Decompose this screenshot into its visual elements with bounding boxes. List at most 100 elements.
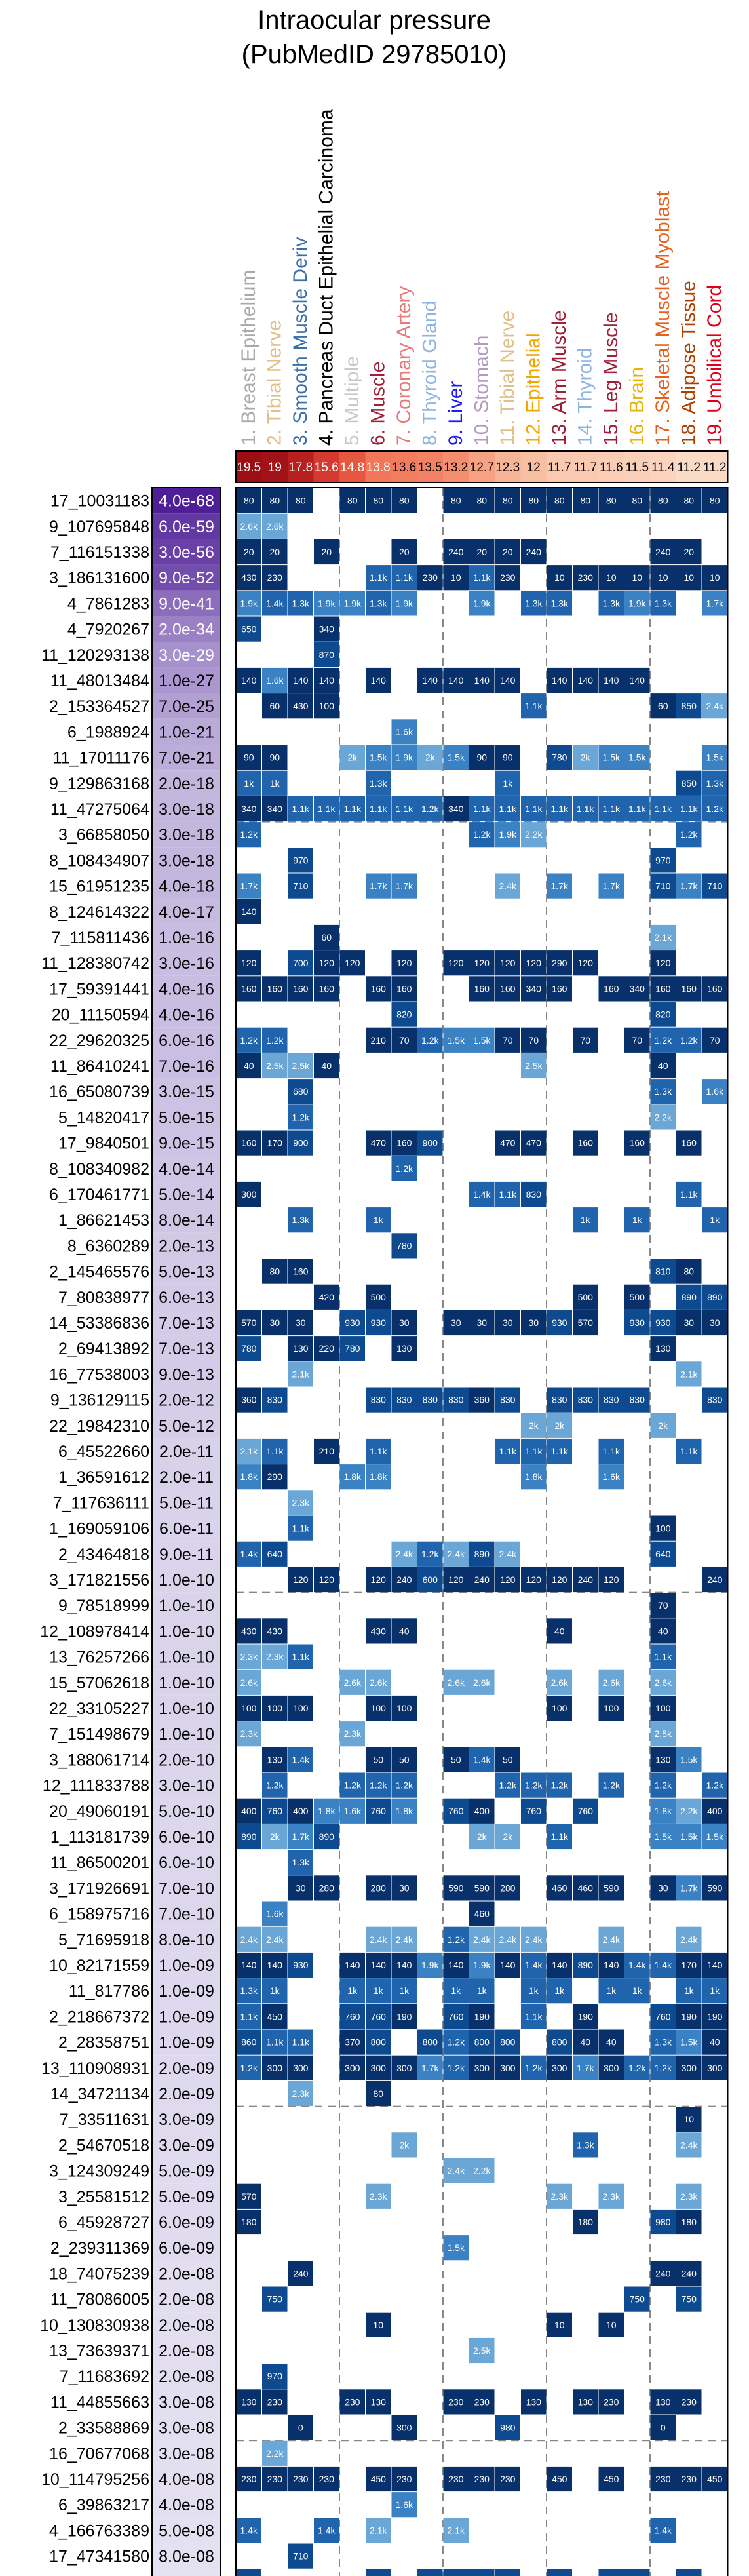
- heatmap-cell-label: 160: [578, 1138, 594, 1148]
- heatmap-cell-label: 2k: [425, 752, 436, 763]
- heatmap-cell: [236, 1926, 261, 1952]
- heatmap-cell-label: 50: [451, 1754, 461, 1765]
- heatmap-cell-label: 1.4k: [525, 1960, 543, 1970]
- heatmap-cell: [702, 488, 727, 513]
- heatmap-cell: [262, 2055, 288, 2080]
- heatmap-cell-label: 970: [293, 855, 309, 865]
- heatmap-cell: [366, 976, 391, 1002]
- heatmap-cell: [288, 1207, 313, 1233]
- heatmap-cell-label: 2.3k: [603, 2191, 621, 2202]
- heatmap-cell-label: 100: [552, 1703, 567, 1713]
- p-value-cell: [152, 693, 221, 719]
- p-value-cell: [152, 1515, 221, 1542]
- p-value-cell: [152, 1053, 221, 1079]
- heatmap-cell: [339, 2029, 365, 2055]
- heatmap-cell: [262, 693, 288, 719]
- heatmap-cell-label: 1.3k: [655, 2037, 672, 2048]
- heatmap-cell: [547, 1695, 572, 1721]
- snp-label: 2_54670518: [58, 2136, 149, 2155]
- heatmap-cell-label: 1k: [632, 1215, 643, 1225]
- heatmap-cell-label: 70: [710, 1035, 720, 1045]
- heatmap-cell-label: 40: [580, 2037, 590, 2048]
- heatmap-cell: [624, 565, 650, 591]
- heatmap-cell: [366, 2518, 391, 2543]
- score-cell: [469, 451, 495, 482]
- heatmap-cell: [236, 1310, 261, 1336]
- p-value-label: 2.0e-08: [159, 2316, 214, 2335]
- heatmap-cell-label: 100: [319, 701, 335, 711]
- heatmap-cell: [262, 1772, 288, 1798]
- heatmap-cell: [469, 1181, 495, 1207]
- heatmap-cell-label: 140: [293, 675, 309, 686]
- heatmap-cell-label: 1.9k: [499, 829, 517, 840]
- score-label: 13.8: [366, 461, 391, 475]
- heatmap-cell: [547, 1669, 572, 1695]
- heatmap-cell-label: 1.6k: [396, 726, 413, 737]
- p-value-label: 2.0e-11: [159, 1468, 214, 1487]
- heatmap-cell-label: 900: [293, 1138, 309, 1148]
- heatmap-cell-label: 2.6k: [266, 521, 284, 532]
- heatmap-cell: [443, 1027, 469, 1053]
- heatmap-cell: [469, 1027, 495, 1053]
- heatmap-cell: [314, 591, 339, 616]
- heatmap-cell: [391, 1772, 417, 1798]
- heatmap-cell-label: 710: [655, 881, 671, 891]
- heatmap-cell: [469, 1310, 495, 1336]
- heatmap-cell-label: 300: [682, 2063, 697, 2073]
- p-value-cell: [152, 1284, 221, 1310]
- heatmap-cell-label: 1.5k: [680, 1754, 698, 1765]
- heatmap-cell: [443, 2158, 469, 2183]
- score-cell: [313, 451, 339, 482]
- heatmap-cell: [702, 2466, 727, 2492]
- heatmap-cell-label: 590: [448, 1883, 464, 1893]
- heatmap-cell: [573, 2209, 598, 2235]
- heatmap-cell-label: 800: [474, 2037, 490, 2048]
- score-cell: [261, 451, 288, 482]
- column-label: 18. Adipose Tissue: [678, 281, 699, 446]
- heatmap-cell-label: 1k: [477, 1985, 488, 1996]
- heatmap-cell: [236, 539, 261, 565]
- heatmap-cell: [702, 1207, 727, 1233]
- heatmap-cell-label: 870: [319, 650, 335, 660]
- p-value-label: 4.0e-17: [159, 903, 214, 922]
- score-bar: 19.5 19 17.8 15.6 14.8 13.8 13.6 13.5 13.2 12.7 12…: [235, 450, 729, 483]
- heatmap-cell: [391, 1798, 417, 1824]
- heatmap-cell-label: 2.4k: [499, 881, 517, 891]
- heatmap-cell-label: 2.4k: [448, 2166, 465, 2176]
- heatmap-cell-label: 1.9k: [396, 752, 413, 763]
- heatmap-cell: [495, 1952, 520, 1978]
- heatmap-cell: [547, 1772, 572, 1798]
- heatmap-cell: [702, 1798, 727, 1824]
- heatmap-cell: [391, 539, 417, 565]
- score-label: 12.7: [470, 461, 494, 475]
- heatmap-cell-label: 80: [244, 496, 254, 506]
- heatmap-cell-label: 40: [606, 2037, 617, 2048]
- heatmap-cell-label: 2.4k: [499, 1549, 517, 1559]
- heatmap-cell: [676, 1130, 702, 1156]
- score-cell: [572, 451, 598, 482]
- heatmap-cell: [288, 1515, 313, 1541]
- heatmap-cell: [702, 1952, 727, 1978]
- heatmap-cell: [469, 745, 495, 770]
- heatmap-cell-label: 100: [655, 1703, 671, 1713]
- p-value-cell: [152, 2132, 221, 2158]
- heatmap-cell: [262, 1464, 288, 1490]
- column-label: 15. Leg Muscle: [600, 313, 622, 446]
- heatmap-cell: [236, 1464, 261, 1490]
- heatmap-cell-label: 780: [552, 752, 567, 763]
- heatmap-cell-label: 2.6k: [240, 1677, 258, 1688]
- heatmap-cell-label: 280: [319, 1883, 335, 1893]
- heatmap-cell-label: 160: [474, 983, 490, 994]
- heatmap-cell-label: 2.4k: [499, 1934, 517, 1945]
- p-value-cell: [152, 1259, 221, 1285]
- heatmap-cell-label: 2k: [554, 1420, 565, 1431]
- heatmap-cell-label: 230: [448, 2396, 464, 2407]
- heatmap-cell-label: 450: [604, 2474, 619, 2484]
- heatmap-cell-label: 1.7k: [370, 881, 387, 891]
- heatmap-cell: [288, 2029, 313, 2055]
- snp-label: 7_116151338: [50, 543, 149, 562]
- heatmap-cell-label: 70: [503, 1035, 513, 1045]
- heatmap-cell-label: 190: [474, 2011, 490, 2021]
- heatmap-cell: [314, 2466, 339, 2492]
- heatmap-cell-label: 570: [241, 2191, 257, 2202]
